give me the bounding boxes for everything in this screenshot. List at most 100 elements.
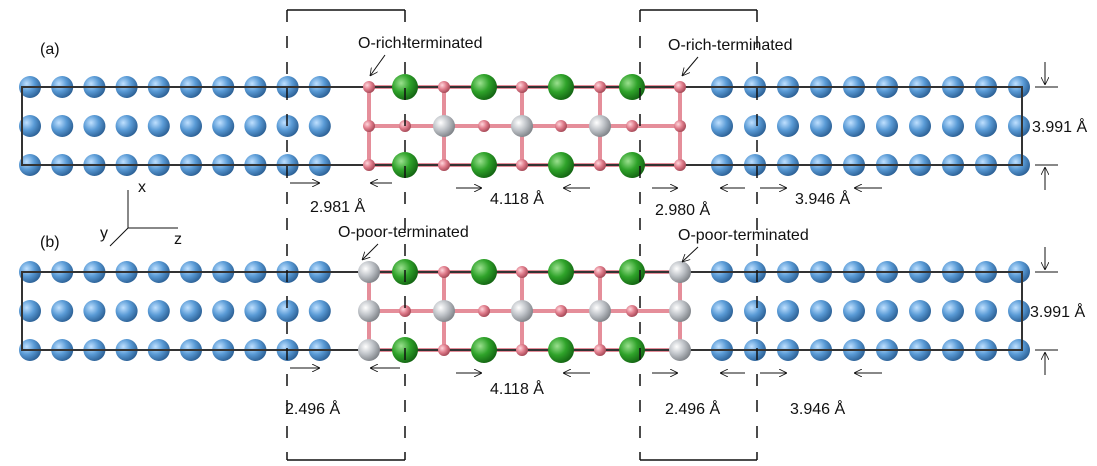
end-atom: [669, 300, 691, 322]
green-atom: [619, 259, 645, 285]
end-atom: [358, 261, 380, 283]
axis-label: y: [100, 225, 108, 242]
distance-label: 4.118 Å: [490, 379, 544, 398]
end-atom: [674, 120, 686, 132]
end-atom: [669, 261, 691, 283]
substrate-atom: [876, 115, 898, 137]
termination-label: O-poor-terminated: [338, 224, 469, 241]
figure: (a) O-rich-terminated O-rich-terminated …: [0, 0, 1097, 466]
panel-b-structure: [19, 247, 1058, 375]
substrate-atom: [309, 300, 331, 322]
distance-label: 2.496 Å: [665, 399, 720, 418]
gray-atom: [511, 115, 533, 137]
gray-atom: [433, 300, 455, 322]
substrate-atom: [909, 300, 931, 322]
substrate-atom: [1008, 115, 1030, 137]
substrate-atom: [711, 300, 733, 322]
substrate-atom: [51, 300, 73, 322]
panel-a-structure: [19, 62, 1058, 190]
substrate-atom: [810, 115, 832, 137]
oxygen-atom: [438, 81, 450, 93]
end-atom: [363, 120, 375, 132]
end-atom: [358, 300, 380, 322]
oxygen-atom: [594, 159, 606, 171]
substrate-atom: [212, 300, 234, 322]
oxygen-atom: [438, 266, 450, 278]
oxygen-atom: [555, 120, 567, 132]
distance-label: 2.981 Å: [310, 197, 365, 216]
distance-label: 4.118 Å: [490, 189, 544, 208]
panel-label: (a): [40, 41, 60, 58]
oxygen-atom: [594, 81, 606, 93]
end-atom: [363, 159, 375, 171]
oxygen-atom: [594, 266, 606, 278]
substrate-atom: [744, 115, 766, 137]
oxygen-atom: [478, 120, 490, 132]
substrate-atom: [116, 115, 138, 137]
substrate-atom: [148, 115, 170, 137]
page: (a) O-rich-terminated O-rich-terminated …: [0, 0, 1097, 466]
substrate-atom: [180, 115, 202, 137]
gray-atom: [433, 115, 455, 137]
substrate-atom: [777, 300, 799, 322]
oxygen-atom: [516, 81, 528, 93]
substrate-atom: [777, 115, 799, 137]
pointer: [370, 55, 385, 76]
substrate-atom: [1008, 300, 1030, 322]
oxygen-atom: [438, 344, 450, 356]
end-atom: [669, 339, 691, 361]
distance-label: 3.946 Å: [795, 189, 850, 208]
pointer: [362, 244, 378, 260]
axis-label: z: [174, 231, 182, 248]
distance-label: 2.980 Å: [655, 200, 710, 219]
oxygen-atom: [516, 159, 528, 171]
pointer: [682, 57, 698, 76]
oxygen-atom: [516, 344, 528, 356]
oxygen-atom: [555, 305, 567, 317]
green-atom: [548, 337, 574, 363]
end-atom: [674, 81, 686, 93]
termination-label: O-poor-terminated: [678, 227, 809, 244]
substrate-atom: [51, 115, 73, 137]
oxygen-atom: [516, 266, 528, 278]
substrate-atom: [909, 115, 931, 137]
green-atom: [471, 337, 497, 363]
substrate-atom: [744, 300, 766, 322]
oxygen-atom: [626, 305, 638, 317]
oxygen-atom: [626, 120, 638, 132]
panel-label: (b): [40, 234, 60, 251]
green-atom: [471, 74, 497, 100]
axis-line: [110, 228, 128, 246]
pointer: [682, 247, 698, 262]
oxygen-atom: [594, 344, 606, 356]
green-atom: [619, 337, 645, 363]
end-atom: [363, 81, 375, 93]
distance-label: 3.946 Å: [790, 399, 845, 418]
substrate-atom: [83, 115, 105, 137]
substrate-atom: [180, 300, 202, 322]
oxygen-atom: [478, 305, 490, 317]
green-atom: [548, 74, 574, 100]
oxygen-atom: [438, 159, 450, 171]
end-atom: [674, 159, 686, 171]
end-atom: [358, 339, 380, 361]
substrate-atom: [244, 115, 266, 137]
green-atom: [471, 259, 497, 285]
green-atom: [619, 152, 645, 178]
axis-label: x: [138, 179, 146, 196]
green-atom: [619, 74, 645, 100]
termination-label: O-rich-terminated: [668, 37, 792, 54]
substrate-atom: [975, 300, 997, 322]
substrate-atom: [309, 115, 331, 137]
substrate-atom: [975, 115, 997, 137]
substrate-atom: [212, 115, 234, 137]
substrate-atom: [83, 300, 105, 322]
green-atom: [548, 259, 574, 285]
substrate-atom: [942, 115, 964, 137]
substrate-atom: [116, 300, 138, 322]
substrate-atom: [711, 115, 733, 137]
gray-atom: [589, 115, 611, 137]
green-atom: [548, 152, 574, 178]
height-label: 3.991 Å: [1030, 302, 1085, 321]
substrate-atom: [244, 300, 266, 322]
